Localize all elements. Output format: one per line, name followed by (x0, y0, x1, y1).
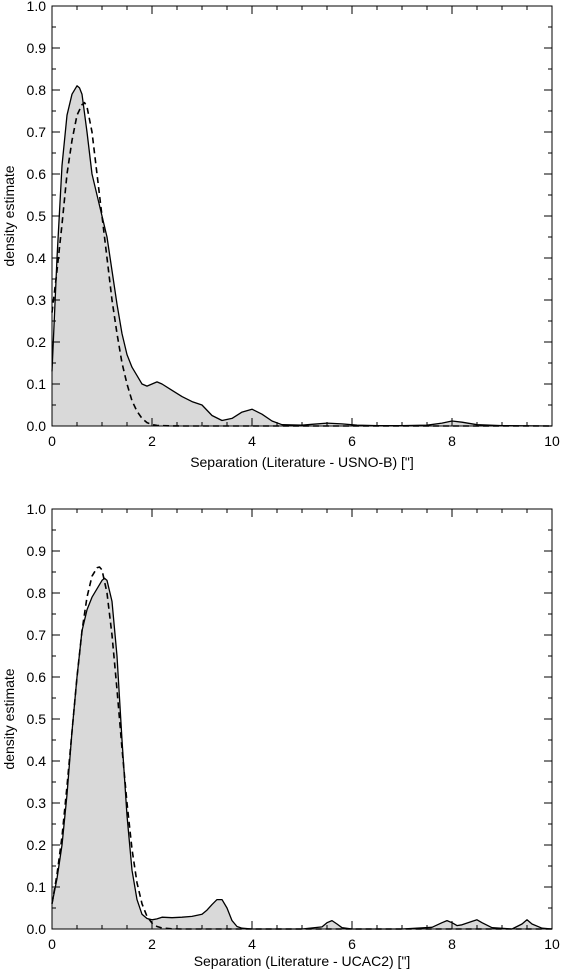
y-tick-label: 0.3 (27, 795, 47, 811)
axis-ticks (51, 508, 553, 930)
x-tick-labels: 0 2 4 6 8 10 (48, 936, 560, 952)
y-tick-label: 0.9 (27, 40, 47, 56)
y-tick-label: 0.3 (27, 292, 47, 308)
y-tick-label: 0.0 (27, 418, 47, 434)
y-tick-label: 0.1 (27, 879, 47, 895)
plot-marks (51, 566, 553, 930)
density-area-fill (52, 578, 552, 929)
x-tick-label: 4 (248, 433, 256, 449)
axis-ticks (51, 5, 553, 427)
y-tick-label: 0.6 (27, 166, 47, 182)
plot-marks (51, 85, 553, 427)
y-tick-label: 0.7 (27, 627, 47, 643)
y-tick-label: 0.5 (27, 208, 47, 224)
y-tick-label: 1.0 (27, 501, 47, 517)
y-tick-label: 0.1 (27, 376, 47, 392)
y-axis-label: density estimate (1, 668, 17, 769)
y-tick-label: 0.6 (27, 669, 47, 685)
density-curve-solid (51, 577, 553, 930)
x-tick-label: 0 (48, 936, 56, 952)
y-tick-label: 0.9 (27, 543, 47, 559)
x-axis-label: Separation (Literature - USNO-B) ["] (190, 454, 414, 470)
panel-ucac2: 0.0 0.1 0.2 0.3 0.4 0.5 0.6 0.7 0.8 0.9 1.0 0 2 4 6 8 1… (1, 501, 560, 969)
x-tick-label: 8 (448, 433, 456, 449)
x-tick-label: 2 (148, 936, 156, 952)
x-tick-label: 6 (348, 433, 356, 449)
x-tick-label: 4 (248, 936, 256, 952)
x-tick-label: 8 (448, 936, 456, 952)
y-tick-label: 0.8 (27, 585, 47, 601)
y-tick-label: 0.0 (27, 921, 47, 937)
y-tick-label: 0.8 (27, 82, 47, 98)
y-tick-label: 0.5 (27, 711, 47, 727)
density-area-fill (52, 85, 552, 427)
x-axis-label: Separation (Literature - UCAC2) ["] (194, 953, 411, 969)
x-tick-label: 6 (348, 936, 356, 952)
y-tick-label: 0.7 (27, 124, 47, 140)
y-tick-label: 1.0 (27, 0, 47, 14)
x-tick-labels: 0 2 4 6 8 10 (48, 433, 560, 449)
panel-usno-b: 0.0 0.1 0.2 0.3 0.4 0.5 0.6 0.7 0.8 0.9 1.0 0 2 4 6 8 1… (1, 0, 560, 470)
x-tick-label: 0 (48, 433, 56, 449)
y-tick-label: 0.2 (27, 334, 47, 350)
y-axis-label: density estimate (1, 165, 17, 266)
y-tick-labels: 0.0 0.1 0.2 0.3 0.4 0.5 0.6 0.7 0.8 0.9 1.0 (27, 501, 47, 937)
x-tick-label: 10 (544, 433, 560, 449)
y-tick-label: 0.4 (27, 753, 47, 769)
y-tick-labels: 0.0 0.1 0.2 0.3 0.4 0.5 0.6 0.7 0.8 0.9 1.0 (27, 0, 47, 434)
x-tick-label: 10 (544, 936, 560, 952)
y-tick-label: 0.2 (27, 837, 47, 853)
y-tick-label: 0.4 (27, 250, 47, 266)
x-tick-label: 2 (148, 433, 156, 449)
